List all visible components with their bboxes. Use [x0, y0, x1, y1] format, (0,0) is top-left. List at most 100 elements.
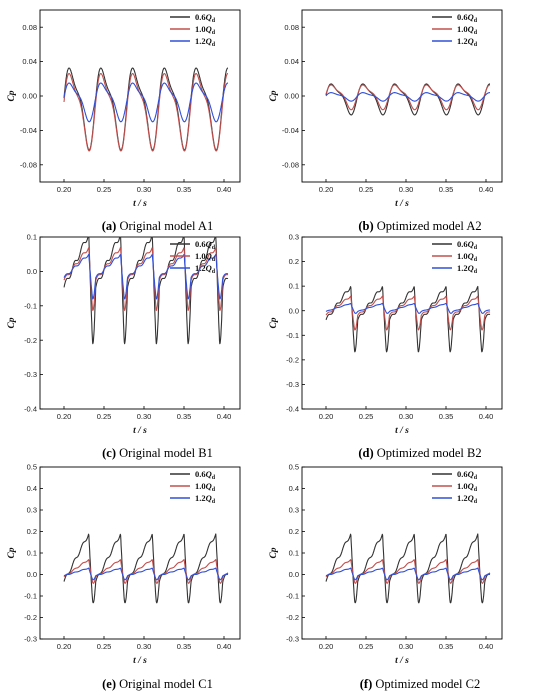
x-axis-label: t / s	[133, 656, 147, 666]
y-axis-label: Cp	[269, 547, 279, 558]
legend-label: 0.6Qd	[457, 469, 478, 481]
caption-a2: (b) Optimized model A2	[358, 219, 482, 233]
y-tick-label: 0.3	[27, 506, 37, 515]
legend-label: 1.0Qd	[195, 481, 216, 493]
x-tick-label: 0.35	[439, 642, 454, 651]
legend-label: 1.0Qd	[457, 24, 478, 36]
y-tick-label: 0.08	[22, 23, 37, 32]
y-tick-label: -0.4	[24, 405, 37, 414]
x-tick-label: 0.20	[57, 412, 72, 421]
x-tick-label: 0.30	[137, 412, 152, 421]
caption-b2: (d) Optimized model B2	[358, 446, 482, 460]
x-tick-label: 0.40	[479, 412, 494, 421]
y-tick-label: -0.08	[282, 160, 299, 169]
x-tick-label: 0.20	[319, 185, 334, 194]
y-tick-label: 0.1	[27, 233, 37, 242]
y-tick-label: -0.2	[286, 613, 299, 622]
y-tick-label: 0.5	[289, 463, 299, 472]
y-tick-label: 0.0	[27, 570, 37, 579]
y-axis-label: Cp	[7, 547, 17, 558]
x-tick-label: 0.30	[399, 412, 414, 421]
chart-panel-C1: 0.20 0.25 0.30 0.35 0.40 -0.3 -0.2 -0.1 0.0 0.1 0.…	[7, 463, 241, 666]
x-tick-label: 0.30	[137, 642, 152, 651]
series-line-0.6Qd	[325, 533, 491, 604]
x-tick-label: 0.35	[177, 185, 192, 194]
x-tick-label: 0.25	[97, 185, 112, 194]
y-tick-label: 0.1	[289, 282, 299, 291]
chart-panel-C2: 0.20 0.25 0.30 0.35 0.40 -0.3 -0.2 -0.1 0.0 0.1 0.…	[269, 463, 503, 666]
x-tick-label: 0.40	[217, 642, 232, 651]
y-tick-label: -0.1	[286, 592, 299, 601]
y-axis-label: Cp	[7, 90, 17, 101]
caption-c2: (f) Optimized model C2	[359, 677, 481, 691]
y-tick-label: 0.2	[289, 257, 299, 266]
plot-frame	[39, 236, 241, 410]
y-tick-label: 0.2	[27, 527, 37, 536]
x-tick-label: 0.35	[177, 642, 192, 651]
chart-panel-B1: 0.20 0.25 0.30 0.35 0.40 -0.4 -0.3 -0.2 -0.1 0.0 0…	[7, 233, 241, 436]
y-axis-label: Cp	[269, 90, 279, 101]
series-line-0.6Qd	[63, 236, 229, 345]
x-tick-label: 0.20	[57, 185, 72, 194]
x-tick-label: 0.25	[97, 642, 112, 651]
y-axis-label: Cp	[269, 317, 279, 328]
plot-frame	[301, 236, 503, 410]
series-line-1.2Qd	[325, 302, 491, 314]
series-line-0.6Qd	[325, 83, 491, 116]
x-axis-label: t / s	[395, 426, 409, 436]
x-tick-label: 0.40	[479, 185, 494, 194]
x-tick-label: 0.40	[479, 642, 494, 651]
series-line-1.2Qd	[63, 567, 229, 581]
y-tick-label: -0.4	[286, 405, 299, 414]
y-tick-label: -0.04	[282, 126, 299, 135]
x-tick-label: 0.25	[359, 642, 374, 651]
legend-label: 1.0Qd	[195, 24, 216, 36]
legend-label: 0.6Qd	[457, 12, 478, 24]
x-tick-label: 0.25	[97, 412, 112, 421]
legend-label: 0.6Qd	[195, 469, 216, 481]
series-line-0.6Qd	[325, 285, 491, 353]
y-tick-label: -0.08	[20, 160, 37, 169]
legend-label: 1.2Qd	[457, 493, 478, 505]
caption-a1: (a) Original model A1	[101, 219, 214, 233]
y-tick-label: 0.0	[289, 570, 299, 579]
legend-label: 0.6Qd	[195, 239, 216, 251]
series-line-1.0Qd	[325, 295, 491, 331]
x-tick-label: 0.40	[217, 185, 232, 194]
x-axis-label: t / s	[133, 426, 147, 436]
x-tick-label: 0.25	[359, 185, 374, 194]
chart-panel-A2: 0.20 0.25 0.30 0.35 0.40 -0.08 -0.04 0.00 0.04 0.…	[269, 9, 503, 209]
y-tick-label: 0.4	[289, 484, 299, 493]
y-axis-label: Cp	[7, 317, 17, 328]
y-tick-label: 0.0	[27, 267, 37, 276]
y-tick-label: -0.1	[24, 592, 37, 601]
x-tick-label: 0.35	[439, 412, 454, 421]
y-tick-label: 0.4	[27, 484, 37, 493]
series-line-1.2Qd	[325, 567, 491, 581]
x-tick-label: 0.25	[359, 412, 374, 421]
y-tick-label: 0.3	[289, 506, 299, 515]
x-axis-label: t / s	[395, 656, 409, 666]
x-tick-label: 0.35	[439, 185, 454, 194]
x-tick-label: 0.30	[399, 642, 414, 651]
y-tick-label: -0.1	[24, 301, 37, 310]
x-tick-label: 0.20	[319, 412, 334, 421]
y-tick-label: 0.2	[289, 527, 299, 536]
y-tick-label: 0.3	[289, 233, 299, 242]
y-tick-label: 0.04	[284, 57, 299, 66]
y-tick-label: -0.2	[24, 336, 37, 345]
series-line-1.2Qd	[325, 92, 491, 102]
y-tick-label: 0.0	[289, 306, 299, 315]
x-tick-label: 0.20	[319, 642, 334, 651]
series-line-1.2Qd	[63, 253, 229, 300]
x-tick-label: 0.40	[217, 412, 232, 421]
legend-label: 1.2Qd	[195, 263, 216, 275]
y-tick-label: -0.2	[286, 355, 299, 364]
caption-b1: (c) Original model B1	[102, 446, 213, 460]
y-tick-label: 0.04	[22, 57, 37, 66]
x-tick-label: 0.20	[57, 642, 72, 651]
y-tick-label: 0.08	[284, 23, 299, 32]
x-tick-label: 0.35	[177, 412, 192, 421]
x-tick-label: 0.30	[399, 185, 414, 194]
